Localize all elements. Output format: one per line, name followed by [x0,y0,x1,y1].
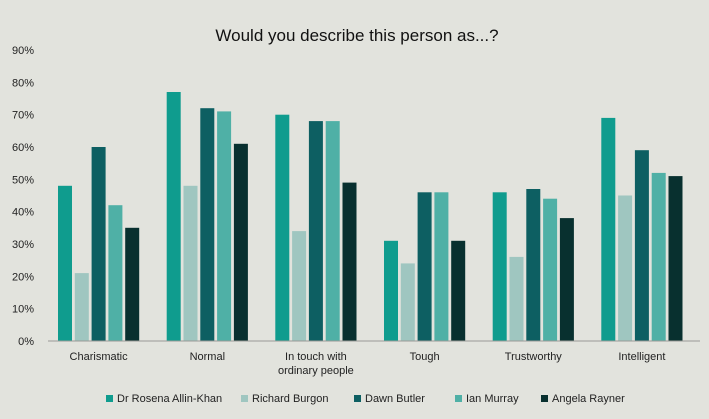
legend-label: Richard Burgon [252,393,328,405]
bar [308,121,323,341]
bar [342,182,357,341]
x-tick-label: Trustworthy [505,351,563,363]
bar [200,108,215,341]
x-tick-label: Normal [190,351,225,363]
bar [91,147,106,341]
x-tick-label: Tough [410,351,440,363]
y-tick-label: 10% [12,304,34,316]
x-tick-label: ordinary people [278,365,354,377]
bar [217,111,232,342]
bar [384,240,398,341]
bar [233,143,248,341]
bar [492,192,507,341]
y-tick-label: 40% [12,207,34,219]
y-tick-label: 90% [12,45,34,57]
bar [668,176,683,341]
y-tick-label: 20% [12,271,34,283]
y-axis: 0% 10% 20% 30% 40% 50% 60% 70% 80% 90% [12,45,34,348]
bar [125,227,140,341]
bar [634,150,649,341]
bar [325,121,340,341]
bar [74,273,89,341]
bar [543,198,558,341]
bar [166,92,181,341]
x-tick-label: In touch with [285,351,347,363]
bar [601,117,616,342]
legend-swatch [106,395,113,402]
bar [651,172,666,341]
bar [183,185,198,341]
bar [275,114,290,341]
bar [451,240,466,341]
bar [417,192,432,341]
bar [618,195,633,341]
x-axis: Charismatic Normal In touch with ordinary p… [70,351,666,377]
bar [509,256,524,341]
y-tick-label: 0% [18,336,34,348]
y-tick-label: 80% [12,77,34,89]
bar [108,205,123,341]
bar [292,231,307,341]
legend-swatch [241,395,248,402]
legend: Dr Rosena Allin-Khan Richard Burgon Dawn B… [106,393,625,405]
legend-label: Dr Rosena Allin-Khan [117,393,222,405]
x-tick-label: Charismatic [70,351,129,363]
legend-label: Dawn Butler [365,393,425,405]
chart-title: Would you describe this person as...? [215,26,498,45]
bars-group [58,92,683,342]
bar [434,192,449,341]
legend-swatch [541,395,548,402]
bar [58,185,72,341]
bar [400,263,415,341]
legend-swatch [455,395,462,402]
bar [559,218,574,341]
legend-swatch [354,395,361,402]
y-tick-label: 50% [12,174,34,186]
x-tick-label: Intelligent [618,351,665,363]
bar [526,189,541,341]
legend-label: Angela Rayner [552,393,625,405]
legend-label: Ian Murray [466,393,519,405]
y-tick-label: 30% [12,239,34,251]
y-tick-label: 60% [12,142,34,154]
y-tick-label: 70% [12,110,34,122]
